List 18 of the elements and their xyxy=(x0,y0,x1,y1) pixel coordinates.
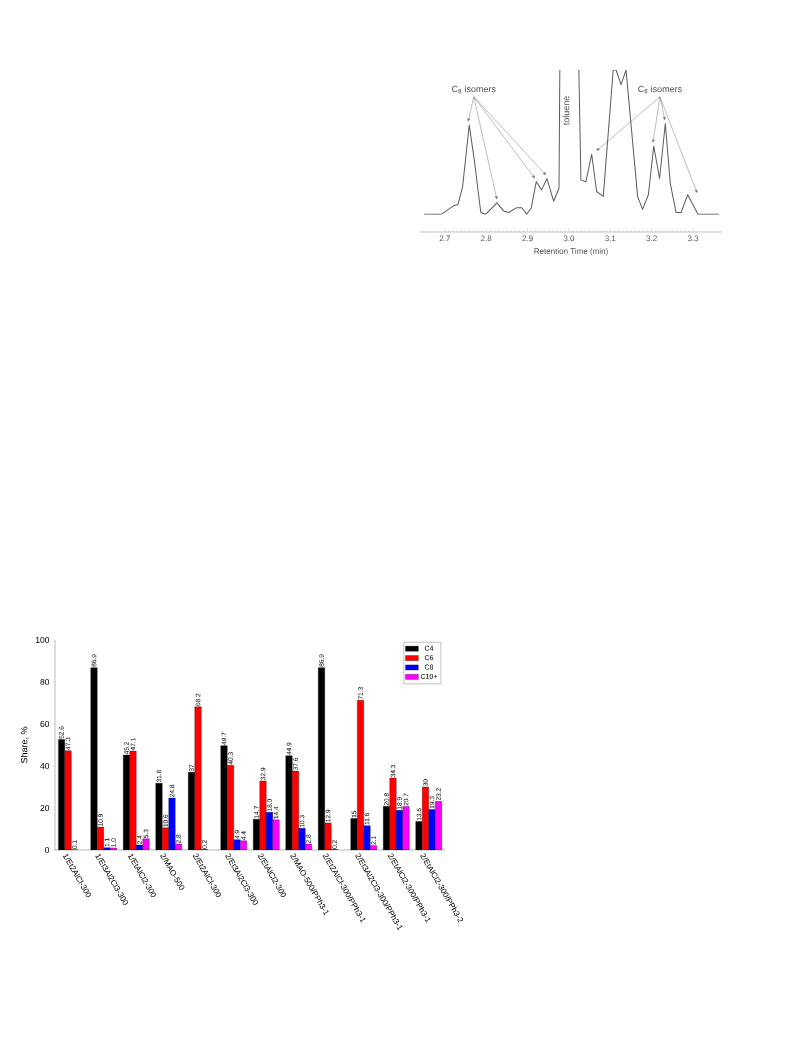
x-tick-label: 3.0 xyxy=(563,235,575,242)
y-tick-label: 100 xyxy=(35,636,50,643)
y-tick-label: 60 xyxy=(40,720,50,727)
y-axis-title: Share, % xyxy=(20,726,29,764)
x-tick-label: 3.2 xyxy=(646,235,657,242)
x-tick-label: 3.1 xyxy=(605,235,616,242)
annotation: C$_{8}$ isomers xyxy=(452,85,496,94)
x-axis-title: Retention Time (min) xyxy=(534,248,608,256)
y-tick-label: 0 xyxy=(45,846,50,853)
x-tick-label: 2.8 xyxy=(481,235,492,242)
x-tick-label: 2.9 xyxy=(522,235,533,242)
x-tick-label: 2.7 xyxy=(439,235,450,242)
y-tick-label: 40 xyxy=(40,762,50,769)
annotation: C$_{8}$ isomers xyxy=(638,85,682,94)
y-tick-label: 20 xyxy=(40,804,50,811)
annotation: toluene xyxy=(562,96,570,126)
y-tick-label: 80 xyxy=(40,678,50,685)
x-tick-label: 3.3 xyxy=(687,235,699,242)
